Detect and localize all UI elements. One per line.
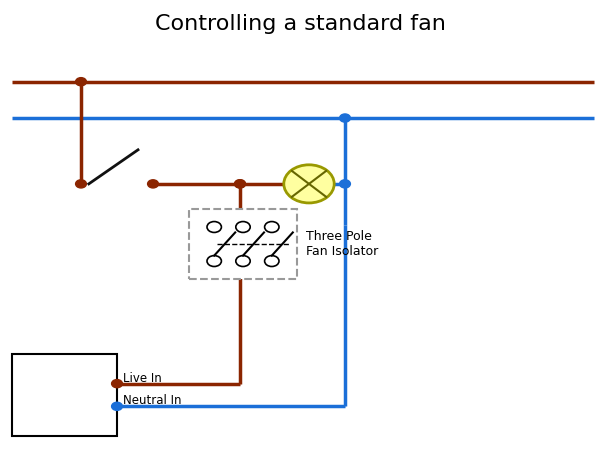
Circle shape <box>265 222 279 232</box>
Circle shape <box>235 180 245 188</box>
FancyBboxPatch shape <box>189 209 297 279</box>
Text: Controlling a standard fan: Controlling a standard fan <box>155 14 445 34</box>
Circle shape <box>265 256 279 266</box>
Text: Neutral In: Neutral In <box>123 395 182 407</box>
Circle shape <box>207 222 221 232</box>
FancyBboxPatch shape <box>12 354 117 436</box>
Circle shape <box>76 180 86 188</box>
Circle shape <box>76 78 86 86</box>
Circle shape <box>148 180 158 188</box>
Text: Live In: Live In <box>123 372 162 385</box>
Circle shape <box>235 180 245 188</box>
Circle shape <box>236 222 250 232</box>
Circle shape <box>340 114 350 122</box>
Circle shape <box>207 256 221 266</box>
Text: Three Pole
Fan Isolator: Three Pole Fan Isolator <box>306 230 378 258</box>
Circle shape <box>340 180 350 188</box>
Circle shape <box>112 380 122 388</box>
Circle shape <box>284 165 334 203</box>
Circle shape <box>112 402 122 410</box>
Circle shape <box>236 256 250 266</box>
Text: Standard
FAN: Standard FAN <box>25 379 104 411</box>
